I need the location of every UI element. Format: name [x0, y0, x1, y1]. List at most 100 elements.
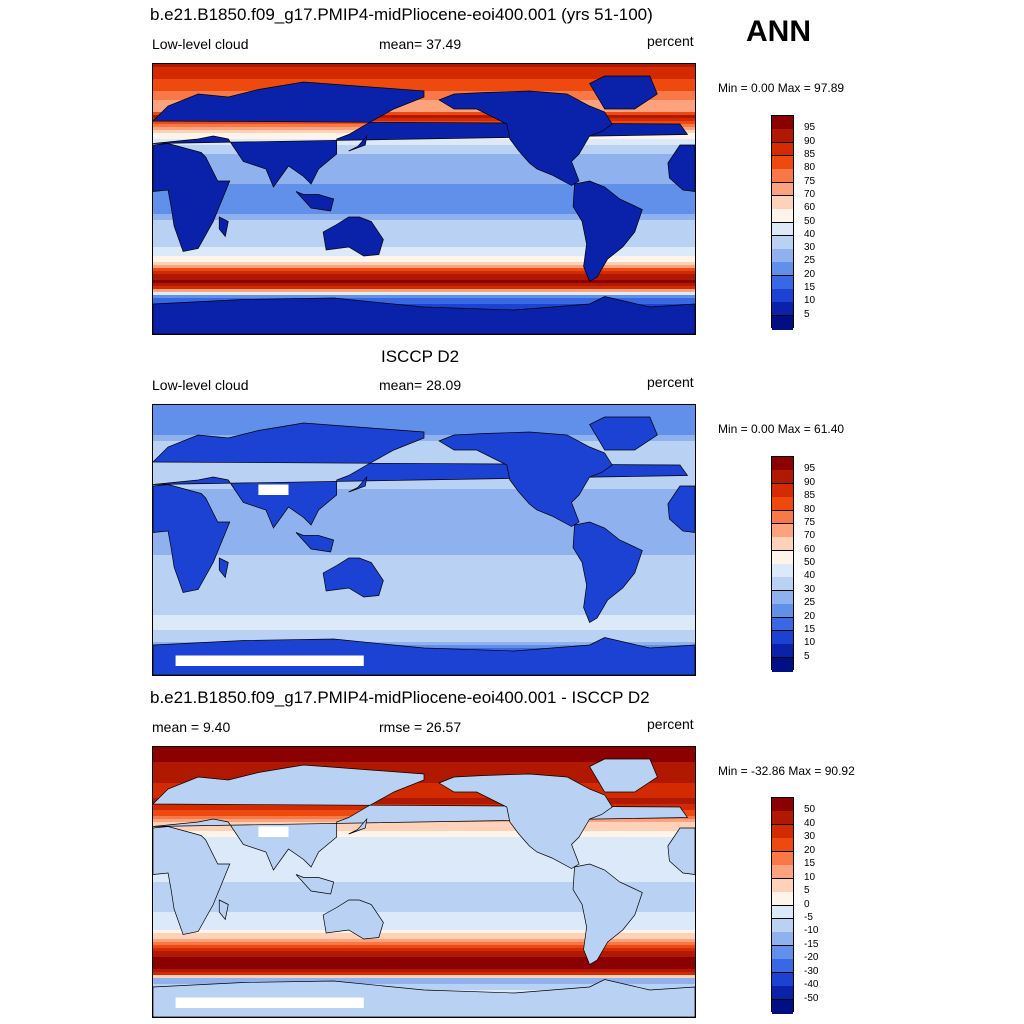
continent-outline	[153, 764, 689, 871]
colorbar-tick-label: 25	[804, 255, 816, 267]
missing-data-patch	[175, 655, 364, 666]
map-band	[153, 537, 695, 541]
map-band	[153, 516, 695, 520]
map-band	[153, 618, 695, 622]
map-band	[153, 244, 695, 248]
map-band	[153, 549, 695, 553]
map-band	[153, 621, 695, 625]
map-band	[153, 591, 695, 595]
colorbar-tick-label: 85	[804, 148, 816, 160]
map-band	[153, 768, 695, 772]
map-band	[153, 861, 695, 865]
map-band	[153, 283, 695, 287]
map-band	[153, 250, 695, 254]
colorbar-tick-label: 25	[804, 597, 816, 609]
colorbar-box	[772, 644, 793, 659]
colorbar-tick-label: 90	[804, 135, 816, 147]
map-band	[153, 495, 695, 499]
panel1-left-label: Low-level cloud	[152, 36, 249, 52]
colorbar-tick-label: 80	[804, 503, 816, 515]
colorbar-box	[772, 604, 793, 618]
panel3-rmse: rmse = 26.57	[379, 719, 462, 735]
map-band	[153, 552, 695, 556]
colorbar-box	[772, 209, 793, 223]
continent-outline	[322, 899, 384, 940]
colorbar-tick-label: 50	[804, 215, 816, 227]
map-band	[153, 450, 695, 454]
colorbar-box	[772, 169, 793, 184]
colorbar-tick-label: 30	[804, 831, 816, 843]
continent-outline	[348, 134, 368, 152]
map-band	[153, 789, 695, 793]
map-band	[153, 256, 695, 260]
map-band	[153, 417, 695, 421]
colorbar-tick-label: 5	[804, 308, 810, 320]
colorbar-tick-label: 20	[804, 268, 816, 280]
colorbar-box	[772, 986, 793, 1001]
colorbar-tick-label: 50	[804, 804, 816, 816]
map-band	[153, 492, 695, 496]
colorbar-tick-label: 15	[804, 623, 816, 635]
map-band	[153, 184, 695, 188]
continent-outline	[438, 90, 613, 186]
map-band	[153, 831, 695, 835]
map-band	[153, 612, 695, 616]
map-band	[153, 513, 695, 517]
panel1-units: percent	[647, 33, 694, 49]
map-band	[153, 229, 695, 233]
map-band	[153, 163, 695, 167]
colorbar-box	[772, 235, 793, 250]
map-band	[153, 564, 695, 568]
map-band	[153, 280, 695, 284]
colorbar-tick-label: 95	[804, 463, 816, 475]
map-band	[153, 765, 695, 769]
map-band	[153, 759, 695, 763]
colorbar-box	[772, 262, 793, 277]
colorbar-tick-label: 30	[804, 583, 816, 595]
map-band	[153, 489, 695, 493]
colorbar-box	[772, 630, 793, 645]
map-band	[153, 103, 695, 107]
map-band	[153, 945, 695, 949]
map-band	[153, 588, 695, 592]
continent-outline	[218, 216, 229, 238]
map-band	[153, 73, 695, 77]
panel1-colorbar	[771, 115, 794, 330]
map-band	[153, 756, 695, 760]
map-band	[153, 232, 695, 236]
map-band	[153, 822, 695, 826]
map-band	[153, 747, 695, 751]
colorbar-box	[772, 999, 793, 1014]
continent-outline	[589, 75, 658, 110]
panel2-mean: mean= 28.09	[379, 377, 462, 393]
map-band	[153, 903, 695, 907]
map-band	[153, 199, 695, 203]
map-band	[153, 112, 695, 116]
colorbar-tick-label: -30	[804, 965, 819, 977]
colorbar-tick-label: -5	[804, 911, 813, 923]
map-band	[153, 627, 695, 631]
continent-outline	[572, 521, 643, 624]
map-band	[153, 939, 695, 943]
map-band	[153, 115, 695, 119]
colorbar-box	[772, 550, 793, 565]
map-band	[153, 783, 695, 787]
map-band	[153, 837, 695, 841]
colorbar-tick-label: 20	[804, 610, 816, 622]
map-band	[153, 912, 695, 916]
continent-outline	[438, 773, 613, 869]
map-band	[153, 603, 695, 607]
map-band	[153, 301, 695, 305]
map-band	[153, 504, 695, 508]
colorbar-tick-label: 60	[804, 202, 816, 214]
map-band	[153, 169, 695, 173]
map-band	[153, 921, 695, 925]
continent-outline	[572, 863, 643, 966]
panel3-units: percent	[647, 716, 694, 732]
map-band	[153, 286, 695, 290]
map-band	[153, 879, 695, 883]
map-band	[153, 981, 695, 985]
map-band	[153, 265, 695, 269]
map-band	[153, 175, 695, 179]
map-band	[153, 750, 695, 754]
